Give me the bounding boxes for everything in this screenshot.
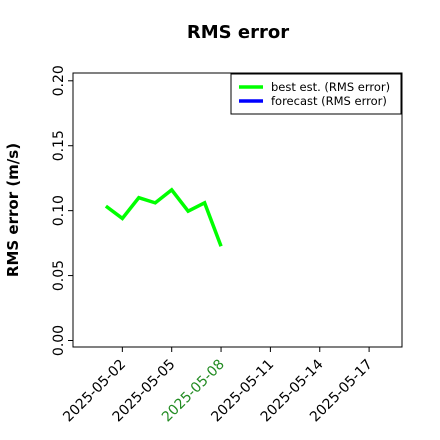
y-tick-label: 0.10: [51, 195, 67, 226]
y-axis-label: RMS error (m/s): [4, 143, 22, 277]
y-tick-label: 0.00: [51, 325, 67, 356]
y-tick-label: 0.15: [51, 130, 67, 161]
legend-label: forecast (RMS error): [271, 94, 387, 108]
series-line: [104, 187, 223, 247]
legend-label: best est. (RMS error): [271, 80, 390, 94]
plot-frame: [72, 72, 403, 348]
y-tick-label: 0.05: [51, 260, 67, 291]
y-tick-label: 0.20: [51, 65, 67, 96]
chart-title: RMS error: [187, 22, 289, 43]
legend-box: [230, 73, 402, 115]
